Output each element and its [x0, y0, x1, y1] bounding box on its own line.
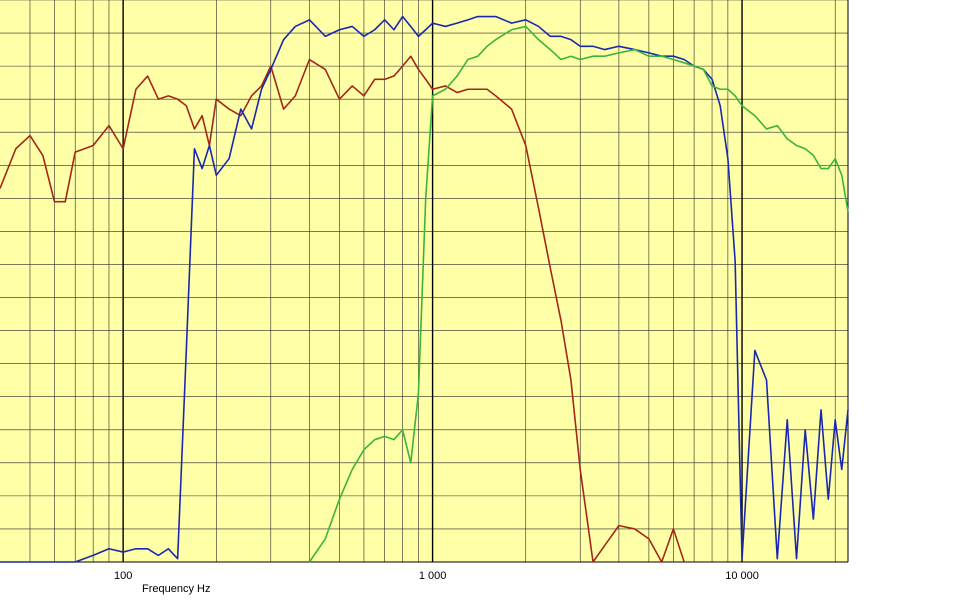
- plot-area: [0, 0, 848, 562]
- x-axis-label: Frequency Hz: [142, 583, 210, 595]
- grid: [0, 0, 849, 563]
- lines: [0, 15, 849, 563]
- series-line: [0, 55, 685, 563]
- x-tick-label: 10 000: [725, 570, 759, 582]
- series-line: [0, 15, 849, 563]
- labels: Frequency Hz 100 1 000 10 000: [114, 570, 759, 595]
- x-tick-label: 100: [114, 570, 132, 582]
- series-line: [308, 25, 849, 563]
- x-tick-label: 1 000: [419, 570, 447, 582]
